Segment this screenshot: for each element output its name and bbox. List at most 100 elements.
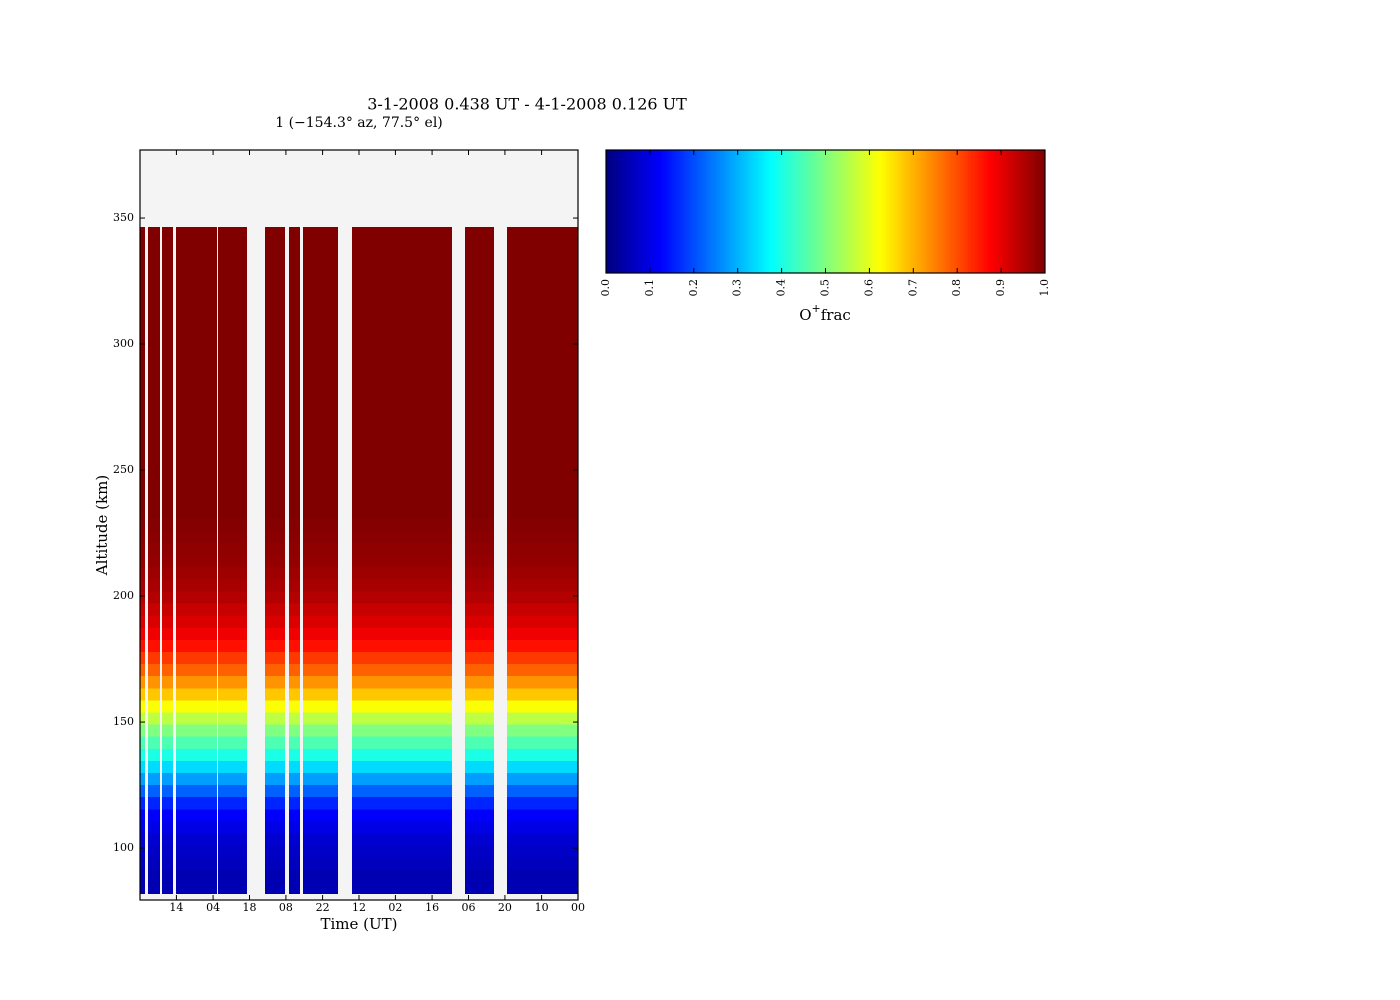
colorbar-swatch — [1038, 150, 1042, 273]
heatmap-cell — [506, 772, 578, 786]
heatmap-cell — [464, 518, 494, 532]
heatmap-cell — [217, 832, 247, 846]
colorbar-swatch — [1018, 150, 1022, 273]
heatmap-cell — [217, 530, 247, 544]
heatmap-cell — [351, 808, 452, 822]
colorbar-swatch — [926, 150, 930, 273]
colorbar-tick-label: 0.3 — [731, 279, 744, 297]
colorbar-swatch — [913, 150, 917, 273]
colorbar-swatch — [638, 150, 642, 273]
colorbar-swatch — [713, 150, 717, 273]
colorbar-swatch — [884, 150, 888, 273]
heatmap-cell — [288, 675, 300, 689]
heatmap-cell — [175, 639, 217, 653]
heatmap-cell — [140, 796, 146, 810]
heatmap-cell — [161, 796, 174, 810]
heatmap-cell — [351, 615, 452, 628]
colorbar-swatch — [895, 150, 899, 273]
heatmap-cell — [175, 845, 217, 858]
heatmap-cell — [464, 687, 494, 701]
heatmap-cell — [140, 857, 146, 870]
colorbar-swatch — [928, 150, 932, 273]
colorbar-swatch — [693, 150, 697, 273]
heatmap-cell — [302, 772, 338, 786]
heatmap-cell — [161, 832, 174, 846]
heatmap-cell — [147, 845, 161, 858]
heatmap-cell — [506, 711, 578, 725]
heatmap-cell — [147, 603, 161, 616]
heatmap-cell — [302, 869, 338, 882]
heatmap-cell — [506, 615, 578, 628]
colorbar-swatch — [711, 150, 715, 273]
colorbar-swatch — [814, 150, 818, 273]
colorbar-swatch — [757, 150, 761, 273]
colorbar-swatch — [630, 150, 633, 273]
heatmap-cell — [288, 518, 300, 532]
colorbar-swatch — [1014, 150, 1018, 273]
heatmap-cell — [217, 736, 247, 749]
heatmap-cell — [147, 639, 161, 653]
heatmap-cell — [265, 845, 285, 858]
heatmap-cell — [140, 881, 146, 894]
colorbar-label-sup: + — [812, 302, 821, 315]
heatmap-cell — [302, 808, 338, 822]
heatmap-cell — [351, 591, 452, 604]
heatmap-cell — [288, 591, 300, 604]
heatmap-cell — [147, 518, 161, 532]
heatmap-cell — [217, 554, 247, 568]
heatmap-cell — [217, 881, 247, 894]
colorbar-swatch — [902, 150, 906, 273]
heatmap-cell — [175, 227, 217, 519]
x-tick-label: 16 — [425, 901, 439, 914]
heatmap-cell — [161, 699, 174, 713]
heatmap-cell — [351, 518, 452, 532]
colorbar-swatch — [922, 150, 925, 273]
heatmap-cell — [175, 784, 217, 798]
heatmap-cell — [265, 530, 285, 544]
colorbar-swatch — [744, 150, 748, 273]
heatmap-cell — [217, 869, 247, 882]
colorbar-swatch — [777, 150, 781, 273]
heatmap-cell — [161, 687, 174, 701]
colorbar-swatch — [796, 150, 800, 273]
colorbar-swatch — [930, 150, 934, 273]
heatmap-cell — [147, 663, 161, 677]
heatmap-cell — [147, 796, 161, 810]
colorbar-swatch — [649, 150, 653, 273]
colorbar-swatch — [753, 150, 756, 273]
heatmap-cell — [161, 518, 174, 532]
heatmap-cell — [217, 699, 247, 713]
heatmap-cell — [161, 639, 174, 653]
colorbar-swatch — [706, 150, 710, 273]
heatmap-cell — [265, 736, 285, 749]
colorbar-swatch — [627, 150, 631, 273]
colorbar-swatch — [687, 150, 691, 273]
heatmap-cell — [147, 578, 161, 592]
heatmap-cell — [217, 711, 247, 725]
x-tick-label: 02 — [388, 901, 402, 914]
heatmap-cell — [161, 808, 174, 822]
heatmap-cell — [506, 881, 578, 894]
x-tick-label: 18 — [243, 901, 257, 914]
colorbar-swatch — [882, 150, 886, 273]
heatmap-cell — [351, 530, 452, 544]
heatmap-cell — [217, 566, 247, 580]
heatmap-cell — [147, 530, 161, 544]
heatmap-cell — [175, 881, 217, 894]
heatmap-cell — [175, 566, 217, 580]
heatmap-cell — [140, 711, 146, 725]
heatmap-cell — [302, 615, 338, 628]
colorbar-swatch — [801, 150, 805, 273]
heatmap-cell — [464, 675, 494, 689]
heatmap-cell — [351, 663, 452, 677]
heatmap-cell — [175, 603, 217, 616]
colorbar-swatch — [1005, 150, 1009, 273]
heatmap-cell — [265, 711, 285, 725]
heatmap-cell — [147, 554, 161, 568]
colorbar-label-base: O — [799, 306, 811, 324]
colorbar-swatch — [731, 150, 734, 273]
colorbar-swatch — [981, 150, 985, 273]
colorbar-swatch — [952, 150, 956, 273]
colorbar-swatch — [959, 150, 963, 273]
heatmap-cell — [175, 591, 217, 604]
